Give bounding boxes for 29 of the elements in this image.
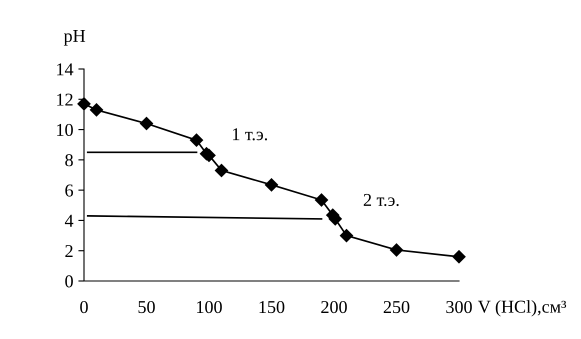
y-tick-label: 10 (57, 124, 73, 136)
x-tick-label: 100 (197, 300, 222, 314)
point (214, 164, 228, 178)
y-tick-label: 12 (57, 94, 73, 106)
point (314, 193, 328, 207)
y-tick-label: 0 (65, 275, 73, 288)
x-tick-label: 200 (321, 300, 347, 314)
x-tick-label: 50 (138, 300, 155, 314)
point (77, 97, 91, 110)
y-tick-label: 6 (65, 184, 74, 197)
point (190, 134, 204, 147)
point (390, 243, 404, 257)
annotation: 1 т.э. (232, 128, 268, 140)
x-tick-label: 300 (446, 300, 472, 314)
point (452, 250, 466, 264)
x-axis-title: V (HCl),см³ (478, 300, 566, 316)
point (90, 103, 104, 116)
y-tick-label: 8 (65, 154, 73, 166)
x-tick-label: 0 (80, 300, 88, 314)
x-tick-label: 150 (260, 300, 284, 314)
y-axis-title: pH (64, 30, 86, 46)
y-tick-label: 14 (57, 63, 74, 76)
x-tick-label: 250 (384, 300, 410, 314)
annotation: 2 т.э. (364, 194, 399, 206)
point (340, 228, 354, 242)
point (140, 116, 154, 130)
point (264, 178, 278, 192)
y-tick-label: 4 (64, 214, 74, 227)
y-tick-label: 2 (65, 245, 73, 257)
